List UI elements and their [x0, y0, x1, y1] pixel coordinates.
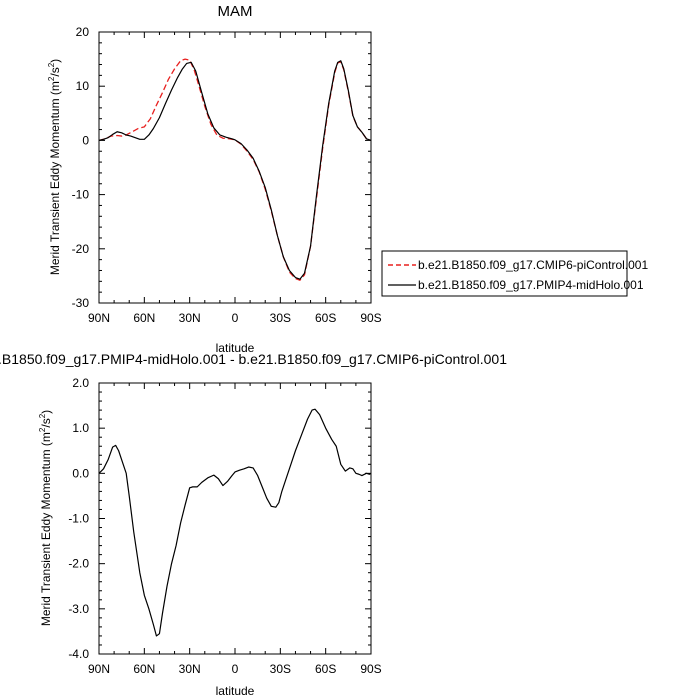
- top-legend: b.e21.B1850.f09_g17.CMIP6-piControl.001 …: [381, 250, 648, 297]
- top-y-tick-label: 10: [76, 79, 90, 93]
- top-x-tick-label: 60N: [133, 311, 155, 325]
- bottom-panel: b.e21.B1850.f09_g17.PMIP4-midHolo.001 - …: [0, 351, 507, 698]
- top-y-tick-label: 20: [76, 25, 90, 39]
- top-y-tick-label: -10: [72, 188, 90, 202]
- bottom-y-tick-label: -3.0: [68, 602, 89, 616]
- svg-text:Merid Transient Eddy Momentum: Merid Transient Eddy Momentum (m2/s2): [47, 59, 62, 275]
- bottom-x-tick-label: 90S: [360, 662, 381, 676]
- top-x-tick-label: 30S: [270, 311, 291, 325]
- bottom-x-tick-label: 30S: [270, 662, 291, 676]
- top-x-tick-label: 30N: [179, 311, 201, 325]
- legend-label-picontrol: b.e21.B1850.f09_g17.CMIP6-piControl.001: [418, 258, 648, 272]
- bottom-y-tick-label: -4.0: [68, 647, 89, 661]
- bottom-y-axis-label: Merid Transient Eddy Momentum (m2/s2): [38, 410, 53, 626]
- top-panel: MAM Merid Transient Eddy Momentum (m2/s2…: [47, 3, 382, 355]
- bottom-x-tick-label: 0: [232, 662, 239, 676]
- top-x-tick-label: 90N: [88, 311, 110, 325]
- top-series-line-1: [99, 60, 371, 280]
- bottom-y-tick-label: 1.0: [72, 421, 89, 435]
- svg-text:Merid Transient Eddy Momentum: Merid Transient Eddy Momentum (m2/s2): [38, 410, 53, 626]
- top-x-axis-label: latitude: [216, 341, 255, 355]
- bottom-y-tick-label: 2.0: [72, 376, 89, 390]
- bottom-x-tick-label: 30N: [179, 662, 201, 676]
- bottom-plot-frame: [98, 382, 372, 655]
- bottom-chart-title: b.e21.B1850.f09_g17.PMIP4-midHolo.001 - …: [0, 351, 507, 367]
- top-plot-frame: [98, 31, 372, 304]
- bottom-y-tick-label: 0.0: [72, 466, 89, 480]
- bottom-series-line-0: [99, 408, 371, 637]
- top-y-tick-label: -30: [72, 296, 90, 310]
- top-y-tick-label: -20: [72, 242, 90, 256]
- bottom-y-tick-label: -2.0: [68, 557, 89, 571]
- bottom-x-axis-label: latitude: [216, 684, 255, 698]
- top-y-tick-label: 0: [82, 133, 89, 147]
- top-chart-title: MAM: [218, 3, 253, 20]
- top-x-tick-label: 90S: [360, 311, 381, 325]
- top-y-axis-label: Merid Transient Eddy Momentum (m2/s2): [47, 59, 62, 275]
- bottom-y-tick-label: -1.0: [68, 512, 89, 526]
- bottom-x-tick-label: 60N: [133, 662, 155, 676]
- legend-label-midholo: b.e21.B1850.f09_g17.PMIP4-midHolo.001: [418, 278, 644, 292]
- top-x-tick-label: 60S: [315, 311, 336, 325]
- bottom-x-tick-label: 60S: [315, 662, 336, 676]
- legend-frame: [381, 250, 628, 297]
- top-x-tick-label: 0: [232, 311, 239, 325]
- bottom-x-tick-label: 90N: [88, 662, 110, 676]
